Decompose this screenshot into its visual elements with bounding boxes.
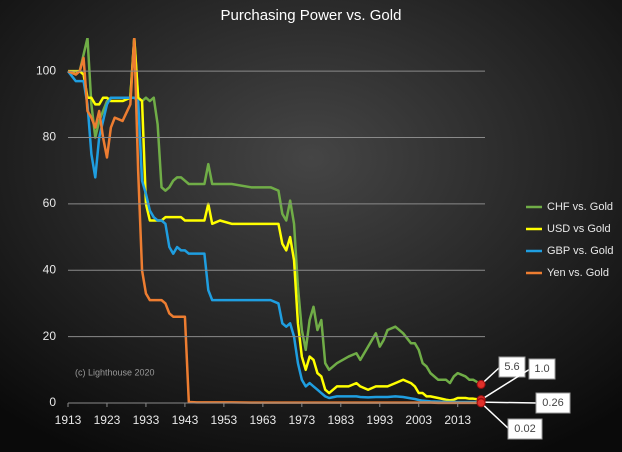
x-tick-label: 1973 — [288, 413, 315, 427]
legend-label: USD vs Gold — [547, 223, 611, 235]
end-marker — [476, 398, 486, 408]
y-tick-label: 80 — [43, 130, 57, 144]
callout-label: 5.6 — [504, 361, 519, 373]
callout-line — [480, 402, 510, 430]
legend-label: GBP vs. Gold — [547, 245, 613, 257]
callout-label: 1.0 — [534, 363, 549, 375]
x-tick-label: 2013 — [444, 413, 471, 427]
callout-line — [480, 368, 531, 401]
x-tick-label: 1993 — [366, 413, 393, 427]
y-tick-label: 60 — [43, 196, 57, 210]
y-tick-label: 0 — [49, 395, 56, 409]
x-tick-label: 1963 — [250, 413, 277, 427]
y-tick-label: 40 — [43, 262, 57, 276]
callout-line — [481, 401, 538, 404]
x-tick-label: 1933 — [133, 413, 160, 427]
y-tick-label: 20 — [43, 329, 57, 343]
x-tick-label: 1943 — [172, 413, 199, 427]
chart-title: Purchasing Power vs. Gold — [221, 7, 402, 24]
x-tick-label: 2003 — [405, 413, 432, 427]
legend-label: Yen vs. Gold — [547, 267, 609, 279]
callout-label: 0.26 — [542, 397, 563, 409]
callout-box — [498, 356, 526, 378]
callout-box — [535, 392, 571, 414]
line-series — [67, 70, 482, 404]
callout-box — [507, 418, 543, 440]
end-marker — [476, 379, 486, 389]
x-tick-label: 1953 — [211, 413, 238, 427]
x-tick-label: 1913 — [55, 413, 82, 427]
y-tick-label: 100 — [36, 63, 56, 77]
callout-label: 0.02 — [514, 423, 535, 435]
x-tick-label: 1923 — [94, 413, 121, 427]
x-tick-label: 1983 — [327, 413, 354, 427]
legend-label: CHF vs. Gold — [547, 201, 613, 213]
copyright: (c) Lighthouse 2020 — [75, 367, 155, 377]
callout-box — [528, 358, 556, 380]
